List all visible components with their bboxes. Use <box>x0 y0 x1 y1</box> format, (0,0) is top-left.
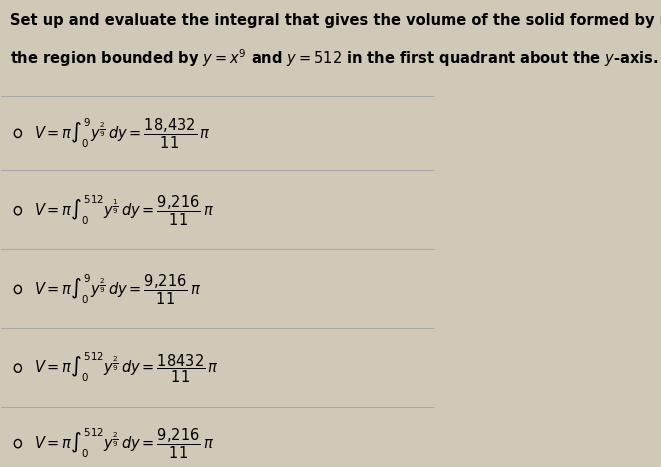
Text: $V = \pi\int_0^{512} y^{\frac{2}{9}}\, dy = \dfrac{9{,}216}{11}\,\pi$: $V = \pi\int_0^{512} y^{\frac{2}{9}}\, d… <box>34 426 214 461</box>
Text: $V = \pi\int_0^{512} y^{\frac{1}{9}}\, dy = \dfrac{9{,}216}{11}\,\pi$: $V = \pi\int_0^{512} y^{\frac{1}{9}}\, d… <box>34 193 214 228</box>
Text: $V = \pi\int_0^{512} y^{\frac{2}{9}}\, dy = \dfrac{18432}{11}\,\pi$: $V = \pi\int_0^{512} y^{\frac{2}{9}}\, d… <box>34 351 219 385</box>
Text: $V = \pi\int_0^{9} y^{\frac{2}{9}}\, dy = \dfrac{9{,}216}{11}\,\pi$: $V = \pi\int_0^{9} y^{\frac{2}{9}}\, dy … <box>34 272 201 307</box>
Text: the region bounded by $y = x^9$ and $y = 512$ in the first quadrant about the $y: the region bounded by $y = x^9$ and $y =… <box>10 48 659 70</box>
Text: Set up and evaluate the integral that gives the volume of the solid formed by re: Set up and evaluate the integral that gi… <box>10 13 661 28</box>
Text: $V = \pi\int_0^{9} y^{\frac{2}{9}}\, dy = \dfrac{18{,}432}{11}\,\pi$: $V = \pi\int_0^{9} y^{\frac{2}{9}}\, dy … <box>34 116 210 151</box>
